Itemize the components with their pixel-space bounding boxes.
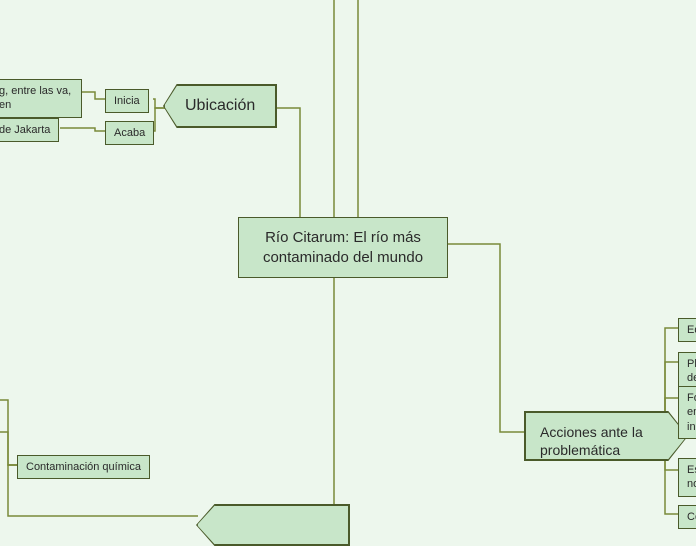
- branch-efectos[interactable]: [197, 505, 349, 545]
- leaf-acaba[interactable]: Acaba: [105, 121, 154, 145]
- leaf-fomen[interactable]: Foment en la in: [678, 386, 696, 439]
- branch-acciones[interactable]: Acciones ante la problemática: [525, 412, 687, 460]
- leaf-educa[interactable]: Educa: [678, 318, 696, 342]
- leaf-estable[interactable]: Estable normati: [678, 458, 696, 497]
- central-node[interactable]: Río Citarum: El río más contaminado del …: [238, 217, 448, 278]
- leaf-contaminacion[interactable]: Contaminación química: [17, 455, 150, 479]
- leaf-cooper[interactable]: Cooper: [678, 505, 696, 529]
- leaf-inicia[interactable]: Inicia: [105, 89, 149, 113]
- leaf-plan[interactable]: Plan de: [678, 352, 696, 391]
- branch-ubicacion[interactable]: Ubicación: [164, 85, 276, 127]
- leaf-acaba-detail[interactable]: de Jakarta: [0, 118, 59, 142]
- leaf-inicia-detail[interactable]: g, entre las va, en: [0, 79, 82, 118]
